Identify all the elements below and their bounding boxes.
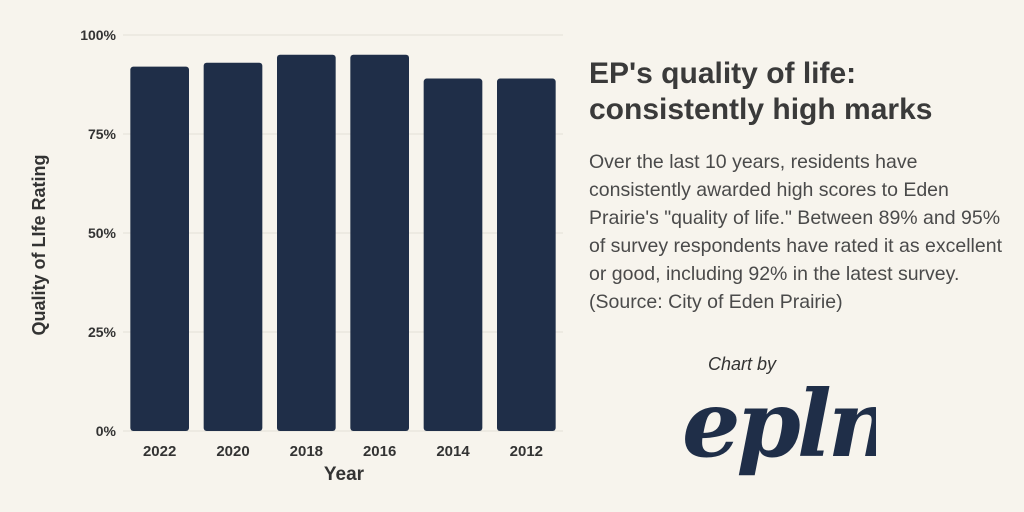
y-tick-label: 0% bbox=[96, 423, 117, 439]
bar-2022 bbox=[130, 66, 189, 432]
bar-chart: 0% 25% 50% 75% 100% 2022 2020 2018 2016 2014 2012… bbox=[29, 27, 563, 485]
x-axis-label: Year bbox=[324, 464, 365, 485]
bars bbox=[130, 54, 556, 432]
y-tick-label: 50% bbox=[88, 225, 117, 241]
bar-2020 bbox=[203, 62, 263, 431]
y-tick-label: 100% bbox=[80, 27, 116, 43]
bar-2018 bbox=[277, 54, 336, 432]
grid-lines bbox=[123, 34, 563, 432]
bar-2012 bbox=[497, 78, 556, 431]
x-tick-label-2014: 2014 bbox=[436, 443, 470, 460]
bar-2016 bbox=[350, 54, 409, 432]
y-tick-label: 25% bbox=[88, 324, 117, 340]
logo-wordmark: epln bbox=[682, 370, 876, 478]
bar-2014 bbox=[423, 78, 483, 431]
chart-title: EP's quality of life: consistently high … bbox=[589, 57, 933, 126]
epln-logo: epln bbox=[682, 370, 876, 478]
x-tick-label-2022: 2022 bbox=[143, 443, 176, 460]
x-tick-labels: 2022 2020 2018 2016 2014 2012 bbox=[143, 443, 543, 460]
y-tick-labels: 0% 25% 50% 75% 100% bbox=[80, 27, 116, 439]
y-axis-label: Quality of LIfe Rating bbox=[29, 154, 49, 335]
chart-description: Over the last 10 years, residents have c… bbox=[589, 151, 1002, 313]
x-tick-label-2018: 2018 bbox=[290, 443, 323, 460]
x-tick-label-2012: 2012 bbox=[510, 443, 543, 460]
x-tick-label-2016: 2016 bbox=[363, 443, 396, 460]
chart-credit: Chart by bbox=[708, 354, 777, 374]
x-tick-label-2020: 2020 bbox=[216, 443, 249, 460]
y-tick-label: 75% bbox=[88, 126, 117, 142]
